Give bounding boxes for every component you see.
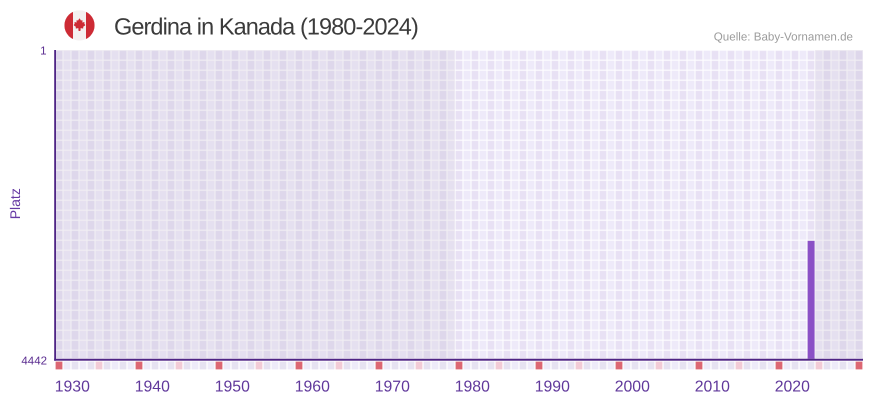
svg-text:Quelle: Baby-Vornamen.de: Quelle: Baby-Vornamen.de bbox=[714, 30, 853, 43]
svg-text:1960: 1960 bbox=[295, 379, 330, 396]
svg-text:2000: 2000 bbox=[615, 379, 650, 396]
svg-text:1950: 1950 bbox=[215, 379, 250, 396]
svg-text:1930: 1930 bbox=[55, 379, 90, 396]
svg-text:1990: 1990 bbox=[535, 379, 570, 396]
svg-text:2020: 2020 bbox=[775, 379, 810, 396]
svg-text:4442: 4442 bbox=[21, 356, 47, 368]
svg-text:2010: 2010 bbox=[695, 379, 730, 396]
svg-text:1940: 1940 bbox=[135, 379, 170, 396]
svg-text:1970: 1970 bbox=[375, 379, 410, 396]
svg-text:Platz: Platz bbox=[7, 188, 23, 219]
svg-text:Gerdina in Kanada (1980-2024): Gerdina in Kanada (1980-2024) bbox=[114, 13, 418, 39]
svg-text:1: 1 bbox=[40, 44, 46, 57]
svg-text:1980: 1980 bbox=[455, 379, 490, 396]
